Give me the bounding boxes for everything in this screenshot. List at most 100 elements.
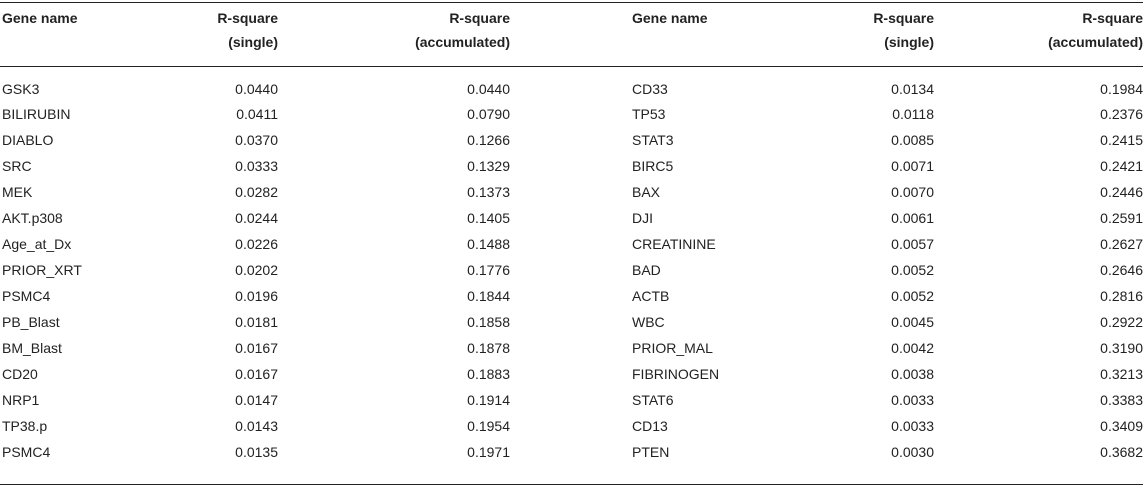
column-gap [510,283,632,309]
r-square-single-cell: 0.0147 [235,392,278,408]
gene-name-cell: WBC [632,314,665,330]
r-square-accumulated-cell: 0.1405 [467,210,510,226]
table-row: NRP1 0.0147 0.1914 STAT6 0.0033 0.3383 [0,387,1143,413]
r-square-accumulated-cell: 0.1878 [467,340,510,356]
table-row: PB_Blast 0.0181 0.1858 WBC 0.0045 0.2922 [0,309,1143,335]
r-square-accumulated-cell: 0.2922 [1100,314,1143,330]
gene-name-cell: Age_at_Dx [2,236,72,252]
r-square-single-cell: 0.0333 [235,158,278,174]
table-row: PRIOR_XRT 0.0202 0.1776 BAD 0.0052 0.264… [0,257,1143,283]
gene-name-cell: PB_Blast [2,314,60,330]
header-gap [510,0,632,67]
r-square-accumulated-cell: 0.1858 [467,314,510,330]
table-row: BM_Blast 0.0167 0.1878 PRIOR_MAL 0.0042 … [0,335,1143,361]
r-square-accumulated-cell: 0.1984 [1100,81,1143,97]
column-gap [510,127,632,153]
column-gap [510,439,632,465]
table-row: BILIRUBIN 0.0411 0.0790 TP53 0.0118 0.23… [0,101,1143,127]
r-square-single-cell: 0.0038 [891,366,934,382]
r-square-single-cell: 0.0202 [235,262,278,278]
gene-name-cell: TP53 [632,106,666,122]
gene-name-cell: CD13 [632,418,668,434]
gene-name-cell: SRC [2,158,32,174]
column-gap [510,335,632,361]
r-square-single-cell: 0.0085 [891,132,934,148]
column-gap [510,257,632,283]
r-square-single-cell: 0.0057 [891,236,934,252]
column-gap [510,413,632,439]
r-square-single-cell: 0.0061 [891,210,934,226]
table-bottom-rule [0,484,1143,485]
column-gap [510,153,632,179]
r-square-accumulated-cell: 0.2376 [1100,106,1143,122]
gene-name-cell: TP38.p [2,418,48,434]
r-square-accumulated-cell: 0.1954 [467,418,510,434]
table-row: PSMC4 0.0196 0.1844 ACTB 0.0052 0.2816 [0,283,1143,309]
column-gap [510,101,632,127]
table-row: TP38.p 0.0143 0.1954 CD13 0.0033 0.3409 [0,413,1143,439]
r-square-accumulated-cell: 0.2646 [1100,262,1143,278]
r-square-accumulated-cell: 0.1971 [467,444,510,460]
header-gene-name-right: Gene name [632,10,708,26]
r-square-accumulated-cell: 0.3409 [1100,418,1143,434]
r-square-single-cell: 0.0440 [235,81,278,97]
r-square-single-cell: 0.0118 [892,106,934,122]
r-square-single-cell: 0.0181 [235,314,278,330]
gene-name-cell: BAX [632,184,661,200]
r-square-accumulated-cell: 0.2627 [1100,236,1143,252]
table-header: Gene name R-square (single) R-square (ac… [0,0,1143,67]
gene-name-cell: MEK [2,184,33,200]
column-gap [510,231,632,257]
r-square-single-cell: 0.0143 [235,418,278,434]
header-row: Gene name R-square (single) R-square (ac… [0,0,1143,67]
r-square-single-cell: 0.0196 [235,288,278,304]
r-square-single-cell: 0.0045 [891,314,934,330]
r-square-single-cell: 0.0411 [236,106,278,122]
column-gap [510,179,632,205]
r-square-single-cell: 0.0370 [235,132,278,148]
column-gap [510,67,632,102]
r-square-accumulated-cell: 0.2591 [1100,210,1143,226]
gene-name-cell: FIBRINOGEN [632,366,720,382]
gene-name-cell: CD20 [2,366,38,382]
header-r-square-accumulated-left: R-square (accumulated) [415,10,510,50]
r-square-accumulated-cell: 0.3213 [1100,366,1143,382]
header-gene-name-left: Gene name [2,10,78,26]
column-gap [510,387,632,413]
gene-name-cell: AKT.p308 [2,210,63,226]
r-square-accumulated-cell: 0.1776 [467,262,510,278]
gene-name-cell: DJI [632,210,653,226]
r-square-single-cell: 0.0282 [235,184,278,200]
r-square-single-cell: 0.0244 [235,210,278,226]
r-square-accumulated-cell: 0.1329 [467,158,510,174]
r-square-accumulated-cell: 0.1373 [467,184,510,200]
r-square-accumulated-cell: 0.3383 [1100,392,1143,408]
table-body: GSK3 0.0440 0.0440 CD33 0.0134 0.1984 BI… [0,67,1143,466]
gene-name-cell: GSK3 [2,81,40,97]
gene-name-cell: STAT6 [632,392,674,408]
r-square-accumulated-cell: 0.1488 [467,236,510,252]
gene-name-cell: CD33 [632,81,668,97]
gene-name-cell: BM_Blast [2,340,62,356]
r-square-accumulated-cell: 0.1914 [467,392,510,408]
r-square-accumulated-cell: 0.2446 [1100,184,1143,200]
r-square-single-cell: 0.0033 [891,392,934,408]
r-square-single-cell: 0.0033 [891,418,934,434]
r-square-single-cell: 0.0167 [235,340,278,356]
gene-name-cell: ACTB [632,288,670,304]
r-square-accumulated-cell: 0.1844 [467,288,510,304]
table-row: CD20 0.0167 0.1883 FIBRINOGEN 0.0038 0.3… [0,361,1143,387]
gene-name-cell: CREATININE [632,236,716,252]
r-square-single-cell: 0.0134 [891,81,934,97]
r-square-single-cell: 0.0030 [891,444,934,460]
table-row: MEK 0.0282 0.1373 BAX 0.0070 0.2446 [0,179,1143,205]
r-square-single-cell: 0.0070 [891,184,934,200]
gene-name-cell: STAT3 [632,132,674,148]
r-square-accumulated-cell: 0.0790 [467,106,510,122]
r-square-accumulated-cell: 0.3682 [1100,444,1143,460]
column-gap [510,205,632,231]
gene-name-cell: PRIOR_XRT [2,262,82,278]
r-square-table: Gene name R-square (single) R-square (ac… [0,0,1143,466]
r-square-accumulated-cell: 0.2415 [1100,132,1143,148]
gene-name-cell: BIRC5 [632,158,674,174]
